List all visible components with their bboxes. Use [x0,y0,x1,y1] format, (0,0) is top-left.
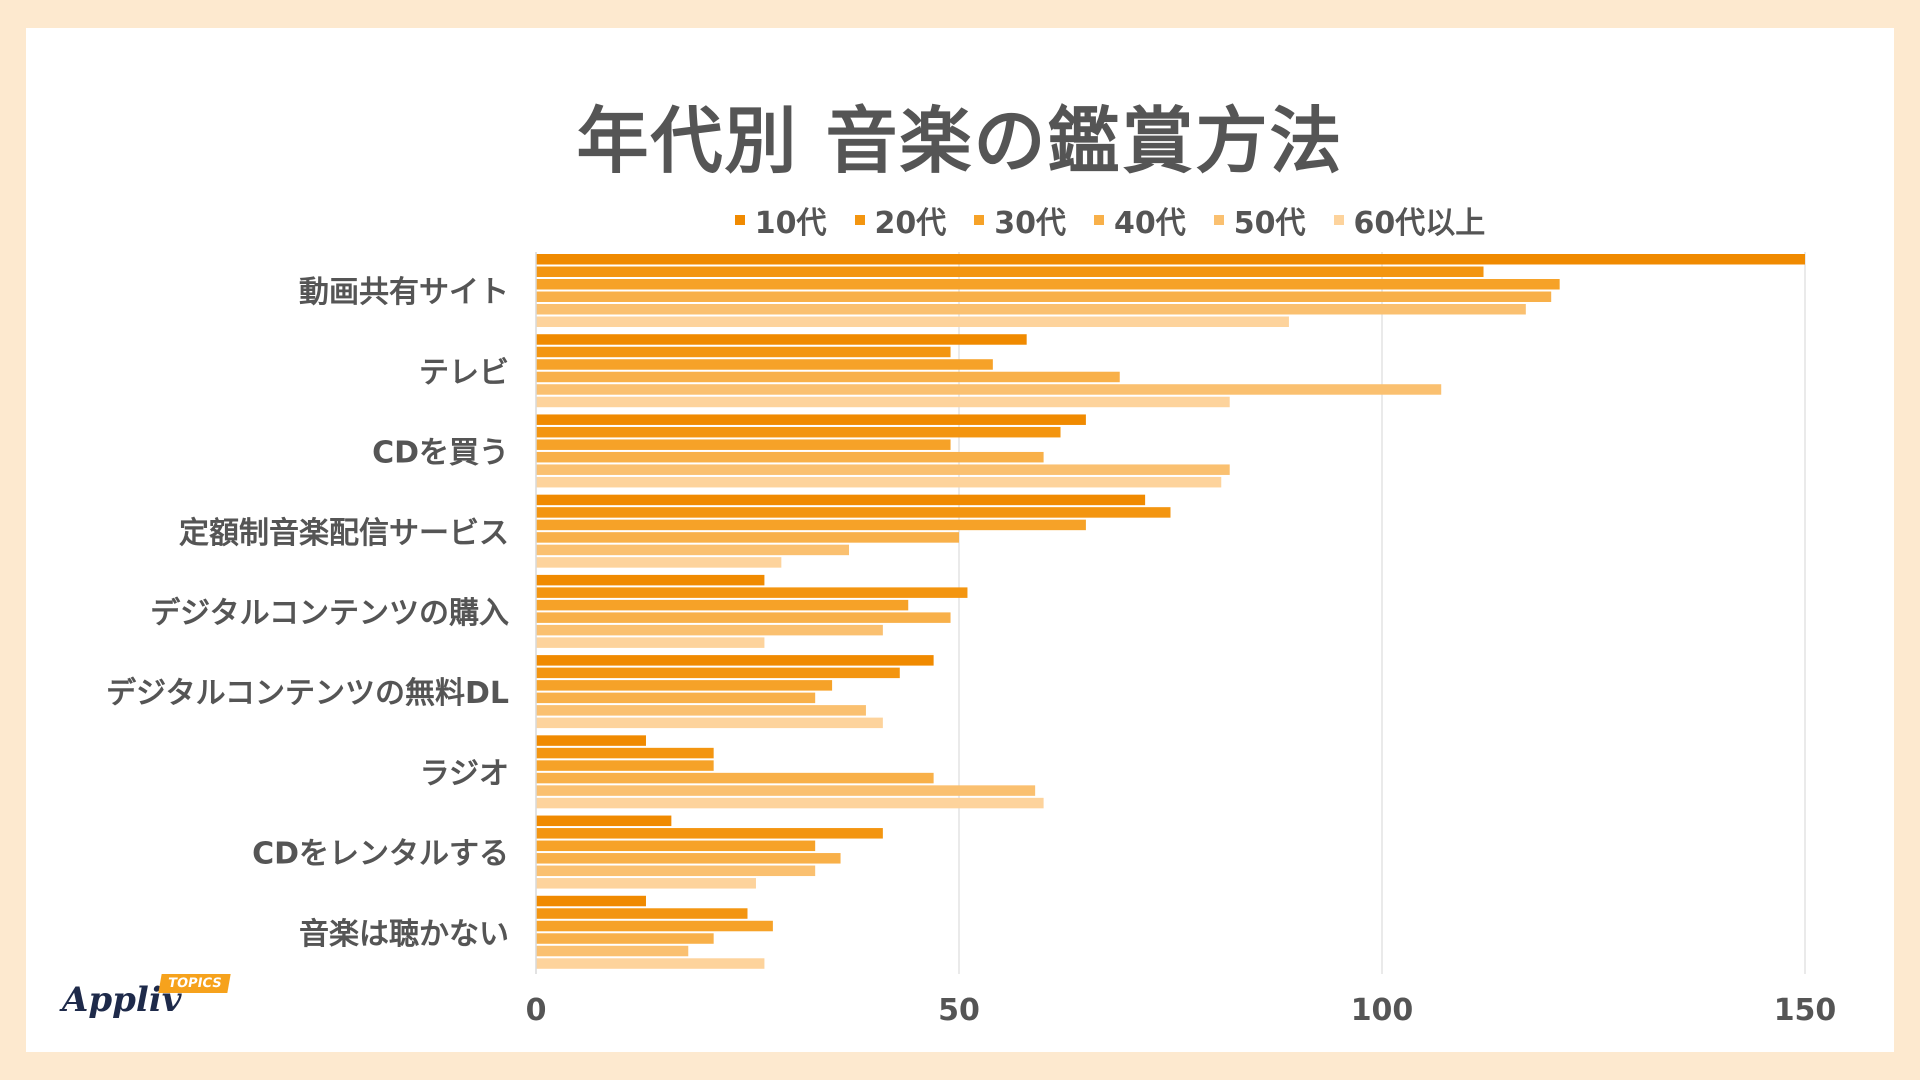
bar [536,532,959,543]
bar [536,840,816,852]
bar [536,396,1230,408]
legend: 10代 20代 30代 40代 50代 60代以上 [0,198,1920,242]
bar [536,760,714,771]
bar [536,815,672,827]
x-tick-label: 50 [938,993,980,1028]
x-tick-label: 0 [526,993,547,1028]
bar [536,945,689,957]
bar [536,587,968,598]
bar [536,705,866,716]
legend-swatch [974,215,985,225]
category-label: CDをレンタルする [252,837,509,872]
bar [536,655,934,666]
chart-card [26,28,1894,1052]
category-label: デジタルコンテンツの無料DL [106,676,509,711]
bar [536,279,1560,290]
bar [536,451,1044,463]
legend-swatch [1213,215,1224,225]
bar [536,304,1526,315]
appliv-logo: Appliv TOPICS [62,970,262,1030]
category-label: デジタルコンテンツの購入 [150,596,509,631]
bar [536,717,883,729]
bar [536,439,951,450]
legend-item: 50代 [1213,198,1306,242]
bar [536,637,765,648]
legend-item: 40代 [1094,198,1186,242]
bar [536,785,1036,796]
chart-title: 年代別 音楽の鑑賞方法 [576,99,1344,183]
category-label: 定額制音楽配信サービス [179,516,509,551]
bar [536,291,1552,302]
logo-badge: TOPICS [158,974,232,993]
bar [536,476,1222,488]
bar [536,797,1044,809]
bar [536,853,841,864]
bar [536,557,782,568]
category-label: 音楽は聴かない [299,917,509,952]
legend-item: 30代 [974,198,1066,242]
bar [536,464,1230,475]
bar [536,371,1120,383]
bar [536,920,773,932]
legend-item: 60代以上 [1333,198,1486,242]
bar [536,599,909,611]
legend-swatch [1333,215,1344,225]
legend-swatch [734,215,745,225]
bar [536,865,816,877]
legend-label: 20代 [874,206,947,241]
legend-label: 50代 [1233,206,1306,241]
bar [536,346,951,358]
legend-swatch [1094,215,1104,225]
bar [536,958,765,969]
bar [536,908,748,919]
bar [536,544,850,556]
x-tick-label: 150 [1774,993,1837,1028]
legend-label: 40代 [1114,206,1186,241]
x-tick-label: 100 [1351,993,1414,1028]
bar [536,667,900,679]
bar [536,334,1027,345]
bar [536,574,765,586]
bar [536,519,1086,531]
legend-item: 10代 [734,198,827,242]
bar [536,254,1805,265]
bar [536,895,646,907]
bar [536,878,756,889]
bar [536,359,993,370]
legend-label: 60代以上 [1353,206,1486,241]
bar [536,266,1484,277]
bar [536,426,1061,438]
bar [536,828,883,839]
bar [536,414,1086,425]
category-label: 動画共有サイト [299,275,509,310]
bar [536,507,1171,518]
bar [536,772,934,784]
bar [536,624,883,636]
category-label: ラジオ [420,756,509,791]
bar [536,494,1146,506]
legend-label: 10代 [754,206,827,241]
legend-label: 30代 [994,206,1066,241]
bar [536,692,816,704]
legend-swatch [854,215,865,225]
legend-item: 20代 [854,198,947,242]
bar [536,747,714,759]
bar [536,384,1442,395]
bar [536,612,951,623]
bar [536,735,646,746]
category-label: CDを買う [372,436,509,471]
bar [536,316,1289,327]
bar [536,933,714,944]
category-label: テレビ [419,355,509,390]
bar [536,680,833,691]
